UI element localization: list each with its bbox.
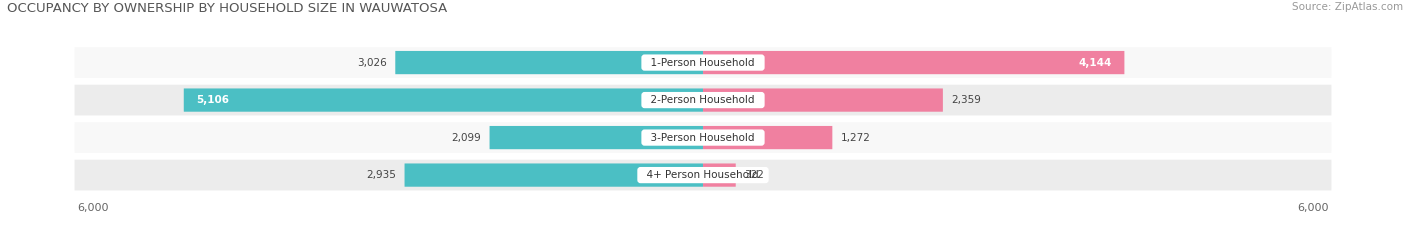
Text: 4,144: 4,144	[1078, 58, 1112, 68]
Text: 2,935: 2,935	[367, 170, 396, 180]
Text: 2,359: 2,359	[950, 95, 981, 105]
FancyBboxPatch shape	[75, 122, 1331, 153]
FancyBboxPatch shape	[703, 164, 735, 187]
Text: 1,272: 1,272	[841, 133, 870, 143]
Text: 322: 322	[744, 170, 763, 180]
FancyBboxPatch shape	[75, 85, 1331, 116]
FancyBboxPatch shape	[75, 160, 1331, 190]
Text: OCCUPANCY BY OWNERSHIP BY HOUSEHOLD SIZE IN WAUWATOSA: OCCUPANCY BY OWNERSHIP BY HOUSEHOLD SIZE…	[7, 2, 447, 15]
Text: 1-Person Household: 1-Person Household	[644, 58, 762, 68]
Text: 2-Person Household: 2-Person Household	[644, 95, 762, 105]
Text: Source: ZipAtlas.com: Source: ZipAtlas.com	[1292, 2, 1403, 12]
Text: 3,026: 3,026	[357, 58, 387, 68]
FancyBboxPatch shape	[405, 164, 703, 187]
FancyBboxPatch shape	[184, 89, 703, 112]
FancyBboxPatch shape	[703, 51, 1125, 74]
FancyBboxPatch shape	[75, 47, 1331, 78]
FancyBboxPatch shape	[395, 51, 703, 74]
Text: 2,099: 2,099	[451, 133, 481, 143]
FancyBboxPatch shape	[703, 126, 832, 149]
Text: 4+ Person Household: 4+ Person Household	[641, 170, 765, 180]
FancyBboxPatch shape	[703, 89, 943, 112]
FancyBboxPatch shape	[489, 126, 703, 149]
Text: 5,106: 5,106	[195, 95, 229, 105]
Text: 3-Person Household: 3-Person Household	[644, 133, 762, 143]
